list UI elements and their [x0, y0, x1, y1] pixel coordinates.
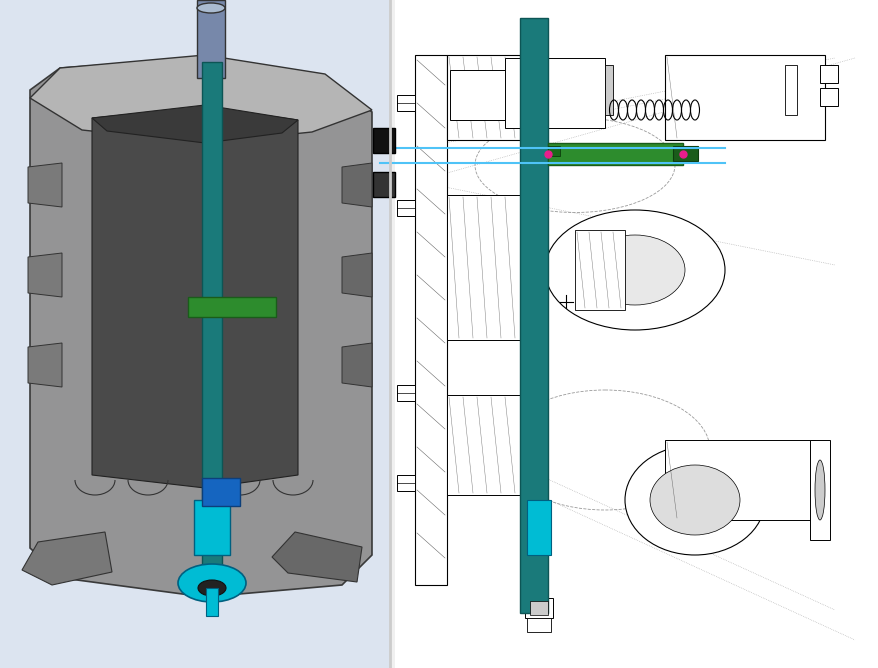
- Bar: [414, 55, 447, 585]
- Bar: [397, 95, 414, 111]
- Bar: [194, 500, 230, 555]
- Bar: [527, 500, 551, 555]
- Bar: [397, 385, 414, 401]
- Polygon shape: [342, 253, 371, 297]
- Bar: [202, 478, 240, 506]
- Bar: [665, 55, 824, 140]
- Bar: [447, 395, 520, 495]
- Bar: [397, 475, 414, 491]
- Ellipse shape: [585, 235, 684, 305]
- Bar: [390, 0, 878, 668]
- Bar: [819, 88, 837, 106]
- Bar: [197, 0, 225, 78]
- Bar: [372, 128, 394, 153]
- Bar: [529, 601, 547, 615]
- Ellipse shape: [178, 564, 246, 602]
- Ellipse shape: [544, 210, 724, 330]
- Polygon shape: [92, 107, 298, 488]
- Ellipse shape: [649, 465, 739, 535]
- Bar: [372, 172, 394, 197]
- Bar: [397, 200, 414, 216]
- Polygon shape: [271, 532, 362, 582]
- Bar: [604, 65, 612, 115]
- Bar: [547, 146, 559, 156]
- Bar: [447, 55, 520, 140]
- Polygon shape: [28, 343, 62, 387]
- Bar: [450, 70, 505, 120]
- Ellipse shape: [197, 3, 225, 13]
- Bar: [819, 65, 837, 83]
- Polygon shape: [30, 58, 371, 597]
- Polygon shape: [30, 55, 371, 143]
- Ellipse shape: [624, 445, 764, 555]
- Ellipse shape: [198, 580, 226, 596]
- Bar: [574, 230, 624, 310]
- Bar: [673, 146, 697, 161]
- Ellipse shape: [814, 460, 824, 520]
- Bar: [532, 553, 544, 603]
- Bar: [0, 0, 390, 668]
- Polygon shape: [22, 532, 112, 585]
- Polygon shape: [28, 163, 62, 207]
- Bar: [527, 618, 551, 632]
- Polygon shape: [92, 105, 298, 143]
- Bar: [202, 62, 222, 597]
- Bar: [665, 440, 814, 520]
- Bar: [524, 598, 552, 618]
- Bar: [205, 588, 218, 616]
- Bar: [520, 18, 547, 613]
- Bar: [547, 143, 682, 165]
- Bar: [188, 297, 276, 317]
- Bar: [810, 440, 829, 540]
- Polygon shape: [342, 163, 371, 207]
- Polygon shape: [342, 343, 371, 387]
- Polygon shape: [28, 253, 62, 297]
- Bar: [505, 58, 604, 128]
- Bar: [447, 195, 520, 340]
- Bar: [394, 0, 878, 668]
- Bar: [784, 65, 796, 115]
